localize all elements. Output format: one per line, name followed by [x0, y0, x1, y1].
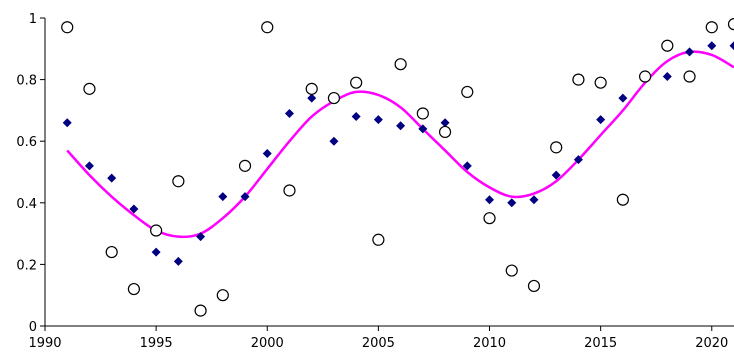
y-tick-label: 0.8: [16, 74, 37, 89]
diamond-point: [62, 118, 72, 128]
circle-point: [594, 76, 607, 89]
diamond-point: [284, 108, 294, 118]
diamond-series: [62, 41, 734, 266]
diamond-point: [329, 136, 339, 146]
y-tick-label: 0.6: [16, 135, 37, 150]
diamond-point: [151, 247, 161, 257]
diamond-point: [262, 149, 272, 159]
diamond-point: [440, 118, 450, 128]
diamond-point: [596, 115, 606, 125]
circle-point: [150, 224, 163, 237]
circle-point: [550, 141, 563, 154]
circle-point: [727, 18, 734, 31]
circle-point: [705, 21, 718, 34]
x-tick-label: 1990: [28, 336, 61, 351]
diamond-point: [240, 192, 250, 202]
x-tick-label: 1995: [140, 336, 173, 351]
diamond-point: [462, 161, 472, 171]
diamond-point: [685, 47, 695, 57]
circle-point: [394, 58, 407, 71]
circle-point: [238, 159, 252, 172]
circle-point: [61, 21, 74, 34]
circle-point: [283, 184, 296, 197]
diamond-point: [418, 124, 428, 134]
diamond-point: [551, 170, 561, 180]
circle-point: [483, 212, 496, 225]
circle-point: [172, 175, 185, 188]
smoothed-line-series: [66, 50, 734, 239]
diamond-point: [662, 72, 672, 82]
circle-point: [261, 21, 274, 34]
circle-point: [661, 39, 674, 52]
circle-point: [616, 193, 629, 206]
circle-point: [683, 70, 696, 83]
y-tick-label: 0.4: [16, 197, 37, 212]
circle-point: [83, 82, 96, 95]
diamond-point: [218, 192, 228, 202]
diamond-point: [129, 204, 139, 214]
circle-point: [505, 264, 518, 277]
x-tick-label: 2010: [473, 336, 506, 351]
diamond-point: [107, 173, 117, 183]
circle-point: [638, 70, 652, 83]
circle-point: [572, 73, 585, 86]
x-tick-label: 2005: [362, 336, 395, 351]
diamond-point: [485, 195, 495, 205]
circle-point: [216, 289, 229, 302]
circle-point: [105, 245, 118, 259]
diamond-point: [707, 41, 717, 51]
x-tick-label: 2000: [251, 336, 284, 351]
diamond-point: [507, 198, 517, 208]
circle-point: [527, 279, 541, 293]
diamond-point: [196, 232, 206, 242]
y-tick-label: 0: [29, 320, 37, 335]
circle-point: [416, 107, 429, 120]
x-tick-label: 2020: [695, 336, 728, 351]
circle-point: [350, 76, 363, 89]
diamond-point: [373, 115, 383, 125]
circle-point: [461, 85, 474, 99]
open-circle-series: [61, 18, 734, 317]
smoothed-line: [66, 50, 734, 239]
diamond-point: [173, 256, 183, 266]
diamond-point: [84, 161, 94, 171]
circle-point: [438, 125, 452, 139]
diamond-point: [618, 93, 628, 103]
diamond-point: [529, 195, 539, 205]
circle-point: [127, 282, 141, 296]
axes: 0 0.2 0.4 0.6 0.8 1 1990 1995 2000 2005 2010 2015 20…: [16, 12, 734, 351]
diamond-point: [729, 41, 734, 51]
y-tick-label: 1: [29, 12, 37, 27]
diamond-point: [396, 121, 406, 131]
diamond-point: [573, 155, 583, 165]
circle-point: [372, 233, 385, 246]
circle-point: [327, 91, 341, 105]
diamond-point: [307, 93, 317, 103]
circle-point: [305, 82, 318, 95]
circle-point: [194, 304, 207, 317]
y-tick-label: 0.2: [16, 258, 37, 273]
x-tick-label: 2015: [584, 336, 617, 351]
diamond-point: [351, 112, 361, 122]
